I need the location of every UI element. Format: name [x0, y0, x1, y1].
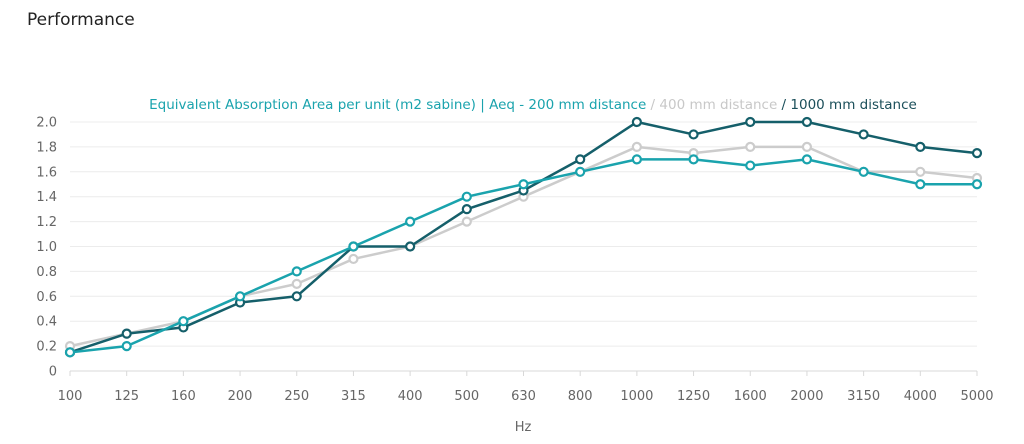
- data-point[interactable]: [405, 216, 416, 227]
- x-tick-label: 125: [114, 389, 139, 404]
- y-tick-label: 1.8: [36, 140, 57, 155]
- data-point[interactable]: [801, 116, 813, 128]
- data-point[interactable]: [915, 166, 926, 177]
- section-heading: Performance: [27, 10, 135, 30]
- data-point[interactable]: [121, 328, 132, 339]
- chart-title-part: / 1000 mm distance: [777, 97, 917, 113]
- y-tick-label: 1.4: [36, 190, 57, 205]
- data-point[interactable]: [121, 341, 132, 352]
- data-point[interactable]: [518, 179, 529, 190]
- data-point[interactable]: [971, 148, 983, 159]
- data-point[interactable]: [915, 141, 926, 152]
- data-point[interactable]: [348, 241, 359, 252]
- x-tick-label: 250: [284, 389, 309, 404]
- data-point[interactable]: [858, 166, 869, 177]
- data-point[interactable]: [291, 278, 302, 289]
- x-axis-title: Hz: [515, 420, 532, 435]
- data-point[interactable]: [688, 129, 699, 140]
- axis-layer: 0 0.2 0.4 0.6 0.8 1.0 1.2 1.4 1.6 1.8 2.0 100 125 160…: [36, 116, 993, 405]
- x-tick-label: 3150: [847, 389, 880, 404]
- data-point[interactable]: [405, 241, 416, 252]
- grid-layer: [70, 121, 977, 372]
- series-200-mm-distance: [64, 154, 983, 358]
- y-tick-label: 0.4: [36, 315, 57, 330]
- data-point[interactable]: [631, 116, 642, 128]
- chart-title: Equivalent Absorption Area per unit (m2 …: [149, 97, 917, 113]
- y-tick-label: 0.8: [36, 265, 57, 280]
- data-point[interactable]: [801, 154, 813, 165]
- data-point[interactable]: [631, 154, 642, 165]
- data-point[interactable]: [575, 154, 586, 165]
- x-tick-label: 200: [228, 389, 253, 404]
- x-tick-label: 1600: [734, 389, 767, 404]
- x-tick-label: 1000: [620, 389, 653, 404]
- chart-title-part: / 400 mm distance: [646, 97, 777, 113]
- x-tick-label: 500: [454, 389, 479, 404]
- x-tick-label: 2000: [790, 389, 823, 404]
- series-1000-mm-distance: [64, 116, 983, 358]
- data-point[interactable]: [745, 141, 756, 152]
- y-tick-label: 2.0: [36, 116, 57, 131]
- y-tick-label: 0: [49, 365, 57, 380]
- y-tick-label: 1.0: [36, 240, 57, 255]
- x-tick-label: 100: [58, 389, 83, 404]
- data-point[interactable]: [575, 166, 586, 177]
- data-point[interactable]: [631, 141, 642, 152]
- chart-title-part: Equivalent Absorption Area per unit (m2 …: [149, 97, 646, 113]
- series-line: [69, 120, 978, 354]
- y-tick-label: 0.6: [36, 290, 57, 305]
- x-tick-label: 1250: [677, 389, 710, 404]
- x-tick-label: 5000: [960, 389, 993, 404]
- data-point[interactable]: [64, 347, 76, 358]
- data-point[interactable]: [291, 266, 302, 277]
- data-point[interactable]: [688, 154, 699, 165]
- data-point[interactable]: [348, 253, 359, 265]
- y-tick-label: 1.6: [36, 165, 57, 180]
- data-point[interactable]: [461, 191, 472, 202]
- data-point[interactable]: [178, 316, 189, 327]
- x-tick-label: 800: [568, 389, 593, 404]
- x-tick-label: 630: [511, 389, 536, 404]
- data-point[interactable]: [745, 116, 756, 128]
- y-tick-label: 0.2: [36, 340, 57, 355]
- data-point[interactable]: [461, 216, 472, 227]
- data-point[interactable]: [234, 291, 246, 302]
- data-point[interactable]: [801, 141, 813, 152]
- data-point[interactable]: [915, 179, 926, 190]
- data-point[interactable]: [461, 204, 472, 215]
- data-point[interactable]: [858, 129, 869, 140]
- y-tick-label: 1.2: [36, 215, 57, 230]
- x-tick-label: 4000: [904, 389, 937, 404]
- x-tick-label: 400: [398, 389, 423, 404]
- data-point[interactable]: [971, 179, 983, 190]
- x-tick-label: 160: [171, 389, 196, 404]
- data-point[interactable]: [745, 160, 756, 171]
- series-layer: [64, 116, 983, 358]
- data-point[interactable]: [291, 291, 302, 302]
- x-tick-label: 315: [341, 389, 366, 404]
